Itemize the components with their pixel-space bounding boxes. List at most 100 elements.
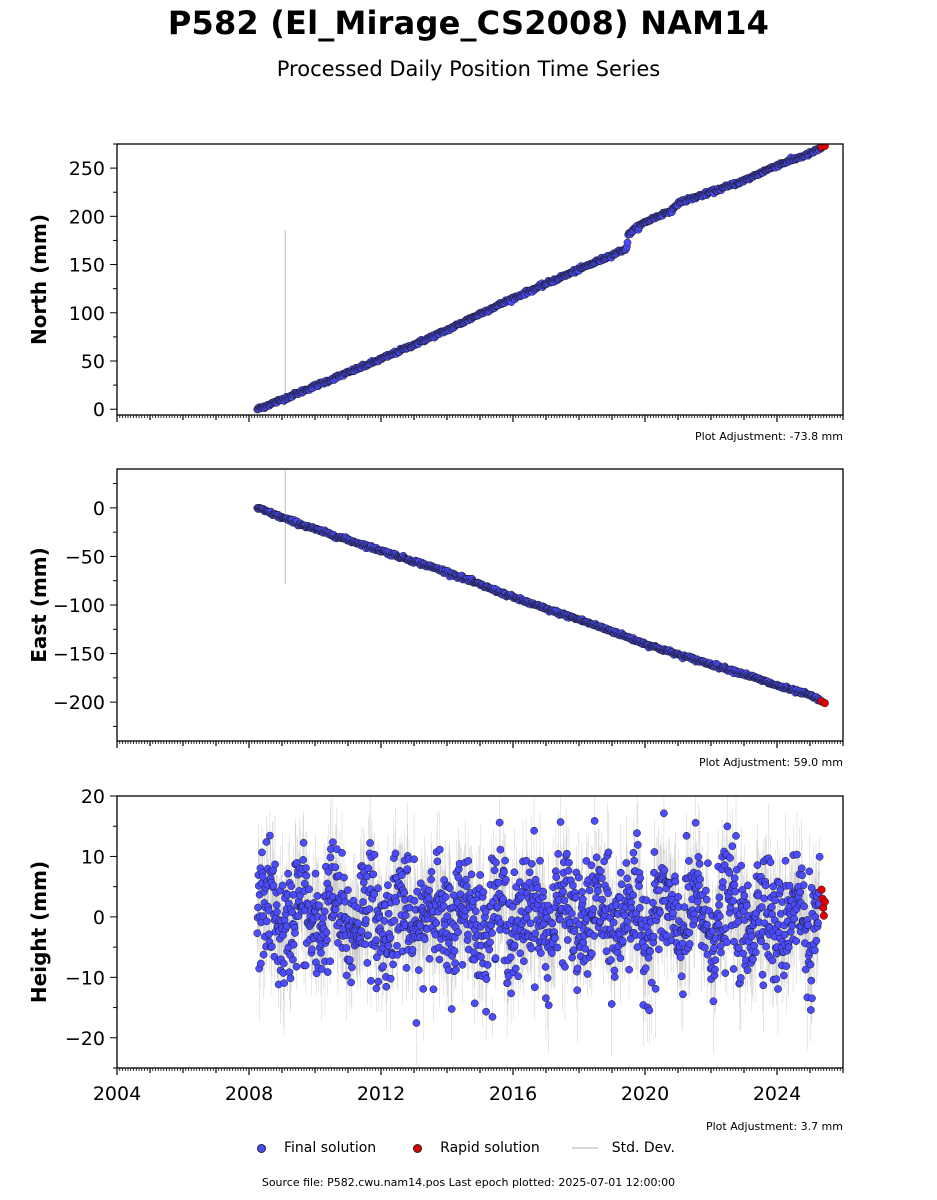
final-point <box>258 848 266 857</box>
final-point <box>402 964 411 972</box>
final-point <box>685 928 694 937</box>
final-point <box>598 895 607 904</box>
final-point <box>410 896 419 905</box>
final-point <box>569 946 578 954</box>
final-point <box>299 838 308 847</box>
final-point <box>710 944 719 952</box>
final-point <box>743 966 752 975</box>
final-point <box>757 903 766 911</box>
final-point <box>331 863 340 872</box>
final-point <box>641 964 650 973</box>
y-tick-label: 50 <box>81 351 105 373</box>
final-point <box>265 930 273 939</box>
final-point <box>334 939 342 947</box>
final-point <box>427 867 436 876</box>
final-point <box>596 867 605 875</box>
final-point <box>647 978 656 987</box>
final-point <box>567 909 576 918</box>
final-point <box>808 994 816 1003</box>
final-point <box>515 878 524 886</box>
final-point <box>365 905 374 913</box>
final-point <box>280 979 289 987</box>
final-point <box>340 873 348 882</box>
final-point <box>570 927 579 936</box>
final-point <box>702 886 710 895</box>
panel-1: 0 50 100 150 200 250 North (mm) Plot Adjustment… <box>27 143 844 443</box>
plot-area <box>253 796 829 1065</box>
final-point <box>768 956 777 965</box>
final-point <box>292 962 301 971</box>
final-point <box>560 896 569 905</box>
final-point <box>254 903 262 912</box>
final-point <box>256 959 265 968</box>
final-point <box>629 848 638 857</box>
final-point <box>481 907 490 916</box>
final-point <box>302 871 311 880</box>
final-point <box>597 874 606 883</box>
final-point <box>527 944 536 953</box>
final-point <box>543 974 552 982</box>
final-point <box>477 953 485 961</box>
final-point <box>569 881 577 890</box>
final-point <box>332 845 341 853</box>
final-point <box>326 853 335 862</box>
final-point <box>323 936 331 944</box>
final-point <box>429 985 438 994</box>
y-tick-label: 150 <box>69 255 105 277</box>
final-point <box>425 886 433 895</box>
final-point <box>533 884 542 892</box>
final-point <box>501 856 509 865</box>
final-point <box>740 891 749 900</box>
final-point <box>530 983 539 992</box>
final-point <box>646 947 654 956</box>
final-point <box>516 949 525 958</box>
final-point <box>526 919 535 928</box>
final-point <box>725 869 734 877</box>
final-point <box>807 1006 815 1014</box>
final-point <box>592 853 601 862</box>
x-ticks <box>116 415 844 422</box>
final-point <box>389 960 397 969</box>
final-point <box>559 887 567 896</box>
final-point <box>464 857 473 865</box>
final-point <box>500 868 508 876</box>
final-point <box>346 956 354 964</box>
final-point <box>564 866 573 875</box>
final-point <box>420 935 429 944</box>
final-point <box>443 912 452 921</box>
rapid-point <box>820 699 829 708</box>
final-point <box>412 1019 421 1027</box>
final-point <box>660 809 668 818</box>
final-point <box>691 818 700 827</box>
final-point <box>607 956 615 964</box>
final-point <box>342 944 351 952</box>
final-point <box>361 916 370 924</box>
final-point <box>299 856 308 864</box>
final-point <box>507 989 515 998</box>
final-point <box>450 947 459 955</box>
final-point <box>573 986 582 995</box>
final-point <box>679 990 687 999</box>
final-point <box>635 904 644 912</box>
final-point <box>651 984 660 993</box>
final-point <box>435 845 444 854</box>
final-point <box>799 881 808 889</box>
final-point <box>379 962 388 970</box>
final-point <box>636 874 645 882</box>
final-point <box>485 945 494 954</box>
final-point <box>301 961 310 970</box>
final-point <box>425 954 434 963</box>
final-point <box>556 915 565 924</box>
final-point <box>300 879 309 888</box>
final-point <box>784 943 793 952</box>
final-point <box>609 918 618 927</box>
final-point <box>793 850 801 859</box>
final-point <box>814 919 822 927</box>
final-point <box>503 979 512 987</box>
rapid-solution-points <box>817 144 829 151</box>
final-point <box>262 838 271 846</box>
final-point <box>630 856 639 865</box>
final-point <box>669 909 677 917</box>
final-point <box>792 937 801 945</box>
final-point <box>462 882 471 891</box>
